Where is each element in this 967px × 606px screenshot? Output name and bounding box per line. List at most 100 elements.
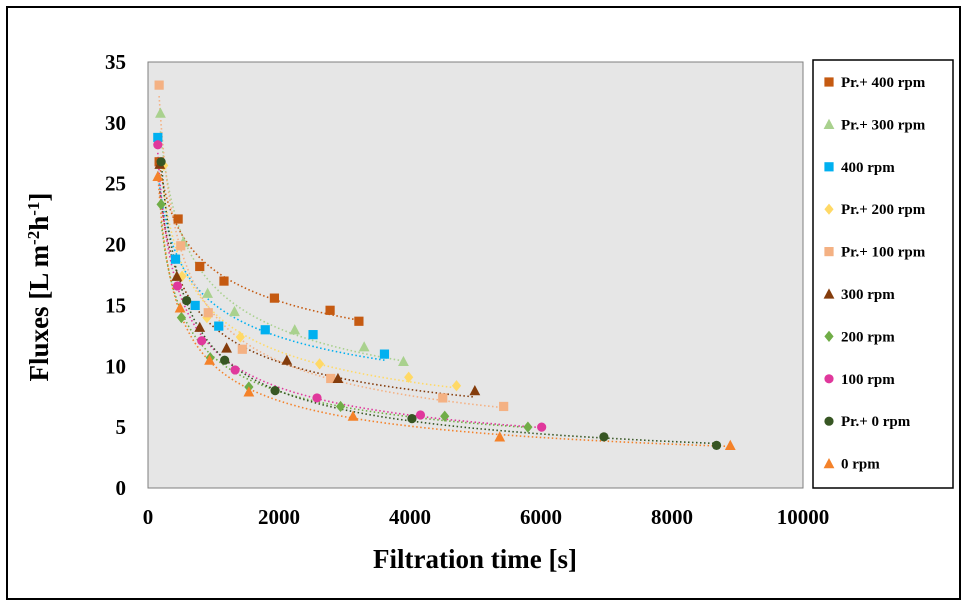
- legend-marker: [824, 203, 834, 215]
- y-tick-label: 25: [105, 172, 126, 196]
- y-axis-title-mid: h: [24, 216, 54, 231]
- data-point: [176, 241, 186, 251]
- data-point: [153, 140, 163, 150]
- legend: Pr.+ 400 rpm Pr.+ 300 rpm 400 rpm Pr.+ 200 …: [812, 59, 954, 489]
- data-point: [152, 170, 164, 182]
- data-point: [202, 287, 214, 298]
- legend-entry-label: 300 rpm: [841, 287, 895, 303]
- trendline: [162, 192, 457, 389]
- legend-marker: [823, 458, 835, 469]
- data-point: [260, 325, 270, 335]
- y-tick-label: 10: [105, 354, 126, 378]
- y-tick-label: 15: [105, 293, 126, 317]
- legend-marker: [824, 162, 834, 172]
- legend-marker: [824, 374, 834, 384]
- trendline: [157, 152, 542, 429]
- data-point: [155, 107, 166, 118]
- legend-marker: [824, 247, 834, 257]
- y-axis-title-end: ]: [24, 193, 54, 202]
- y-axis-title-sup2: -1: [24, 202, 43, 216]
- data-point: [325, 305, 335, 315]
- x-axis-ticks: 0 2000 4000 6000 8000 10000: [143, 505, 830, 529]
- data-point: [221, 342, 232, 353]
- data-point: [173, 214, 183, 224]
- y-tick-label: 20: [105, 233, 126, 257]
- data-point: [219, 276, 229, 286]
- series-markers: [153, 140, 547, 432]
- data-point: [494, 431, 506, 442]
- data-point: [379, 349, 390, 359]
- data-point: [197, 336, 207, 346]
- data-point: [202, 312, 212, 324]
- legend-marker: [823, 288, 835, 299]
- data-point: [599, 432, 609, 442]
- series-markers: [154, 80, 509, 412]
- data-point: [270, 386, 280, 396]
- data-point: [195, 261, 205, 272]
- trendlines: [157, 96, 731, 448]
- data-point: [153, 132, 163, 143]
- data-point: [499, 401, 509, 412]
- data-point: [335, 400, 346, 413]
- data-point: [469, 385, 481, 396]
- data-point: [523, 421, 533, 433]
- data-point: [312, 393, 322, 403]
- legend-marker: [823, 118, 835, 129]
- x-tick-label: 0: [143, 505, 154, 529]
- legend-entry-label: 200 rpm: [841, 329, 895, 345]
- legend-entry-label: Pr.+ 300 rpm: [841, 117, 926, 133]
- data-point: [289, 324, 301, 335]
- data-point: [415, 410, 426, 420]
- data-point: [404, 371, 414, 383]
- data-point: [407, 414, 417, 424]
- plot-area: [147, 61, 804, 489]
- legend-entry-label: 0 rpm: [841, 457, 880, 473]
- y-axis-title: Fluxes [L m-2h-1]: [24, 193, 55, 382]
- data-point: [176, 312, 187, 324]
- data-point: [438, 393, 448, 403]
- trendline: [159, 191, 475, 398]
- trendline: [157, 171, 385, 361]
- legend-marker: [824, 77, 834, 87]
- data-point: [171, 270, 183, 281]
- x-tick-label: 6000: [520, 505, 562, 529]
- data-point: [156, 157, 166, 167]
- data-point: [190, 300, 200, 311]
- data-point: [326, 373, 336, 384]
- x-tick-label: 4000: [389, 505, 431, 529]
- data-point: [237, 344, 247, 354]
- y-tick-label: 35: [105, 50, 126, 74]
- data-point: [230, 365, 240, 375]
- x-tick-label: 10000: [777, 505, 830, 529]
- y-axis-title-base: Fluxes [L m: [24, 244, 54, 381]
- y-tick-label: 5: [116, 415, 127, 439]
- series-markers: [153, 132, 390, 359]
- legend-marker: [824, 330, 834, 342]
- y-tick-label: 30: [105, 111, 126, 135]
- data-point: [204, 354, 215, 365]
- data-point: [332, 372, 344, 384]
- data-point: [537, 422, 547, 432]
- x-tick-label: 2000: [258, 505, 300, 529]
- data-point: [203, 308, 213, 318]
- data-point: [182, 295, 192, 306]
- legend-entry-label: 100 rpm: [841, 372, 895, 388]
- plot-background: [147, 61, 804, 489]
- data-point: [243, 386, 255, 397]
- legend-entry-label: Pr.+ 100 rpm: [841, 245, 926, 261]
- series-markers: [159, 159, 462, 392]
- data-point: [315, 358, 325, 370]
- data-point: [308, 330, 318, 340]
- data-point: [724, 439, 736, 450]
- series-markers: [156, 157, 722, 450]
- data-point: [354, 316, 364, 326]
- data-point: [220, 355, 230, 365]
- trendline: [158, 162, 360, 321]
- data-point: [235, 331, 245, 343]
- legend-entry-label: Pr.+ 400 rpm: [841, 75, 926, 91]
- data-point: [229, 305, 240, 317]
- legend-marker: [824, 416, 834, 426]
- data-point: [214, 321, 224, 331]
- data-markers: [152, 80, 736, 450]
